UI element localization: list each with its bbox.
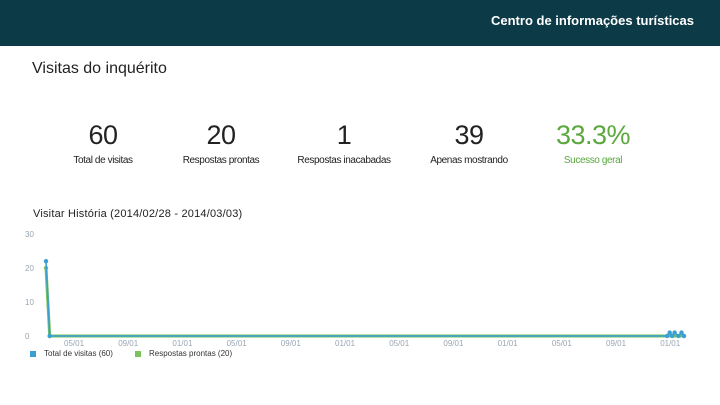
stat-value: 60: [88, 120, 118, 150]
data-point: [43, 259, 49, 264]
stat-label: Respostas inacabadas: [297, 155, 391, 166]
x-tick-label: 05/01: [227, 339, 248, 347]
x-tick-label: 01/01: [660, 339, 681, 347]
stat-label: Sucesso geral: [563, 155, 623, 166]
series-line-0: [45, 261, 685, 337]
y-tick-label: 10: [25, 298, 34, 307]
data-point: [47, 333, 52, 339]
data-point: [676, 333, 681, 339]
page-title: Visitas do inquérito: [32, 60, 167, 77]
x-tick-label: 09/01: [443, 339, 464, 347]
stat-overall-success: 33.3% Sucesso geral: [528, 118, 658, 166]
x-tick-label: 01/01: [335, 339, 356, 347]
stat-value: 1: [336, 120, 352, 150]
x-tick-label: 05/01: [389, 339, 410, 347]
data-point: [672, 330, 677, 335]
legend-label: Respostas prontas (20): [149, 349, 233, 358]
legend-swatch: [135, 350, 141, 357]
x-tick-label: 09/01: [281, 339, 302, 347]
stat-responses-done: 20 Respostas prontas: [156, 118, 286, 166]
legend-label: Total de visitas (60): [44, 349, 113, 358]
stats-row: 60 Total de visitas 20 Respostas prontas…: [38, 118, 698, 178]
x-tick-label: 09/01: [606, 339, 627, 347]
legend-swatch: [30, 350, 36, 357]
data-point: [679, 330, 684, 335]
y-tick-label: 0: [25, 332, 30, 341]
legend-item-responses[interactable]: Respostas prontas (20): [135, 349, 232, 358]
x-tick-label: 09/01: [118, 339, 139, 347]
x-tick-label: 05/01: [552, 339, 573, 347]
y-tick-label: 20: [25, 264, 34, 273]
y-tick-label: 30: [25, 230, 34, 239]
x-tick-label: 01/01: [498, 339, 519, 347]
legend-item-visits[interactable]: Total de visitas (60): [30, 349, 113, 358]
stat-label: Respostas prontas: [182, 155, 260, 166]
stat-total-visits: 60 Total de visitas: [38, 118, 168, 166]
stat-only-showing: 39 Apenas mostrando: [404, 118, 534, 166]
data-point: [665, 333, 670, 339]
stat-label: Apenas mostrando: [430, 155, 508, 166]
chart-title: Visitar História (2014/02/28 - 2014/03/0…: [33, 208, 243, 220]
data-point: [681, 333, 687, 339]
header-bar: Centro de informações turísticas: [0, 0, 720, 46]
data-point: [670, 333, 675, 339]
x-tick-label: 05/01: [64, 339, 85, 347]
data-point: [667, 330, 672, 335]
stat-value: 33.3%: [555, 120, 631, 150]
visit-history-chart[interactable]: 30 20 10 0 05/01 09/01 01/01 05/01 09/01 01/01 05/…: [0, 222, 720, 347]
stat-value: 39: [454, 120, 484, 150]
stat-value: 20: [206, 120, 236, 150]
app-title: Centro de informações turísticas: [491, 13, 694, 28]
stat-label: Total de visitas: [73, 155, 133, 166]
x-tick-label: 01/01: [172, 339, 193, 347]
stat-responses-unfinished: 1 Respostas inacabadas: [279, 118, 409, 166]
series-line-1: [44, 267, 684, 338]
